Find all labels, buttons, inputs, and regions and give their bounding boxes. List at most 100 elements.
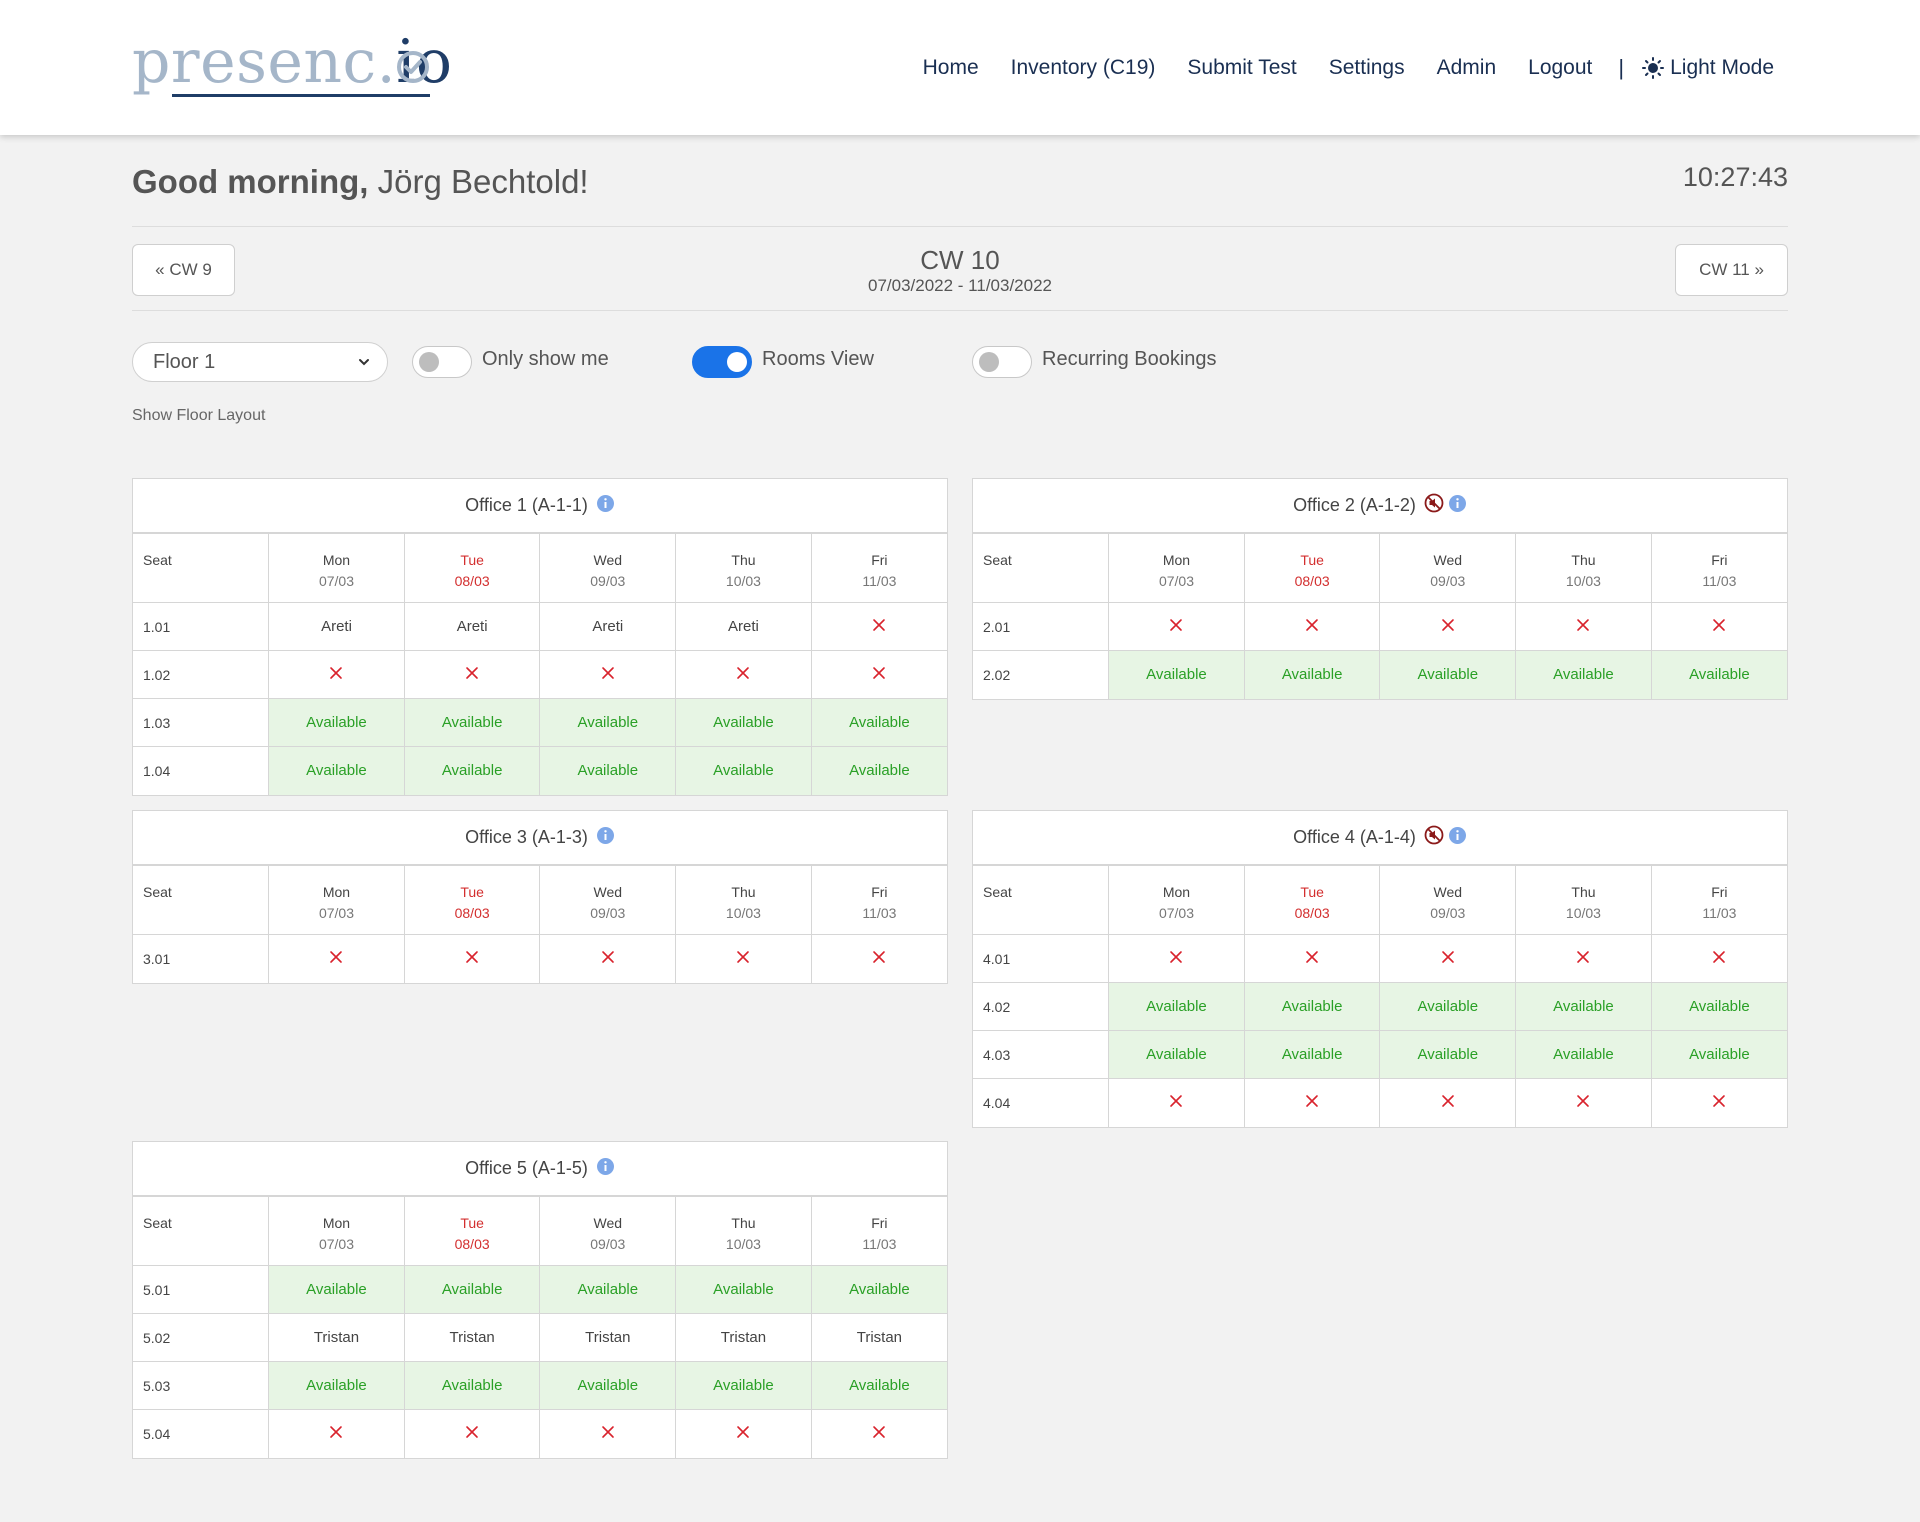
available-cell[interactable]: Available	[810, 746, 947, 795]
available-cell[interactable]: Available	[403, 1361, 541, 1410]
unavailable-cell	[539, 650, 677, 699]
office-table: Office 2 (A-1-2) Seat Mon 07/03 Tue 08/03 Wed 0…	[972, 478, 1788, 700]
available-cell[interactable]: Available	[539, 1265, 677, 1314]
rooms-view-toggle[interactable]	[692, 346, 752, 378]
info-icon[interactable]	[1444, 826, 1467, 850]
cross-icon	[601, 663, 615, 685]
day-name: Fri	[871, 552, 888, 568]
available-cell[interactable]: Available	[810, 1265, 947, 1314]
available-cell[interactable]: Available	[675, 746, 812, 795]
nav-home[interactable]: Home	[922, 55, 979, 79]
available-cell[interactable]: Available	[268, 746, 405, 795]
day-date: 10/03	[1565, 573, 1601, 589]
user-name: Jörg Bechtold!	[377, 163, 589, 200]
available-cell[interactable]: Available	[1379, 982, 1517, 1031]
day-name: Thu	[1571, 884, 1596, 900]
available-cell[interactable]: Available	[1379, 1030, 1517, 1079]
info-icon[interactable]	[592, 826, 615, 850]
available-cell[interactable]: Available	[403, 1265, 541, 1314]
day-name: Wed	[593, 1215, 623, 1231]
available-cell[interactable]: Available	[675, 1265, 812, 1314]
show-floor-layout-link[interactable]: Show Floor Layout	[132, 407, 266, 424]
nav-settings[interactable]: Settings	[1328, 55, 1405, 79]
seat-number: 2.02	[973, 650, 1110, 699]
cross-icon	[736, 947, 750, 969]
available-cell[interactable]: Available	[1515, 650, 1652, 699]
seat-header: Seat	[973, 533, 1110, 603]
booked-cell: Tristan	[675, 1313, 812, 1362]
nav-submit-test[interactable]: Submit Test	[1187, 55, 1297, 79]
header-row: Seat Mon 07/03 Tue 08/03 Wed 09/03 Thu 10/03 Fri 1…	[133, 865, 947, 935]
available-cell[interactable]: Available	[1108, 650, 1245, 699]
available-cell[interactable]: Available	[268, 1361, 405, 1410]
cross-icon	[329, 663, 343, 685]
only-show-me-toggle[interactable]	[412, 346, 472, 378]
available-cell[interactable]: Available	[403, 698, 541, 747]
day-header: Mon 07/03	[1108, 865, 1245, 935]
office-title-icons	[592, 826, 615, 850]
day-header: Wed 09/03	[1379, 533, 1517, 603]
day-name: Tue	[460, 1215, 484, 1231]
nav-logout[interactable]: Logout	[1528, 55, 1593, 79]
available-cell[interactable]: Available	[1650, 1030, 1787, 1079]
available-cell[interactable]: Available	[268, 1265, 405, 1314]
available-cell[interactable]: Available	[403, 746, 541, 795]
day-date: 08/03	[454, 573, 490, 589]
available-cell[interactable]: Available	[268, 698, 405, 747]
day-header: Tue 08/03	[403, 865, 541, 935]
table-row: 4.03 Available Available Available Available…	[973, 1030, 1787, 1079]
available-cell[interactable]: Available	[1650, 982, 1787, 1031]
available-cell[interactable]: Available	[539, 746, 677, 795]
day-name: Wed	[593, 884, 623, 900]
available-cell[interactable]: Available	[1243, 982, 1381, 1031]
cross-icon	[736, 1422, 750, 1444]
day-name: Mon	[1162, 884, 1191, 900]
light-mode-toggle[interactable]: Light Mode	[1642, 56, 1774, 80]
day-name: Thu	[731, 884, 756, 900]
prev-week-button[interactable]: « CW 9	[132, 244, 235, 296]
available-cell[interactable]: Available	[1379, 650, 1517, 699]
presencio-logo[interactable]: presenc.io	[132, 28, 452, 103]
day-date: 11/03	[1702, 905, 1737, 921]
available-cell[interactable]: Available	[1108, 1030, 1245, 1079]
nav-inventory[interactable]: Inventory (C19)	[1010, 55, 1156, 79]
available-cell[interactable]: Available	[539, 698, 677, 747]
unavailable-cell	[403, 1409, 541, 1458]
day-name: Fri	[1711, 552, 1728, 568]
greeting-prefix: Good morning,	[132, 163, 369, 200]
unavailable-cell	[1379, 1078, 1517, 1127]
info-icon[interactable]	[592, 1157, 615, 1181]
day-header: Tue 08/03	[403, 1196, 541, 1266]
available-cell[interactable]: Available	[1515, 1030, 1652, 1079]
info-icon[interactable]	[592, 494, 615, 518]
available-cell[interactable]: Available	[675, 698, 812, 747]
available-cell[interactable]: Available	[1243, 1030, 1381, 1079]
seat-header: Seat	[133, 533, 270, 603]
day-header: Wed 09/03	[539, 533, 677, 603]
rooms-view-label: Rooms View	[762, 348, 874, 370]
office-title: Office 4 (A-1-4)	[973, 811, 1787, 865]
available-cell[interactable]: Available	[1515, 982, 1652, 1031]
next-week-button[interactable]: CW 11 »	[1675, 244, 1788, 296]
recurring-bookings-toggle[interactable]	[972, 346, 1032, 378]
booking-table: Seat Mon 07/03 Tue 08/03 Wed 09/03 Thu 10/03 Fri 1…	[973, 533, 1787, 699]
available-cell[interactable]: Available	[1243, 650, 1381, 699]
day-header: Thu 10/03	[1515, 865, 1652, 935]
booking-table: Seat Mon 07/03 Tue 08/03 Wed 09/03 Thu 10/03 Fri 1…	[133, 865, 947, 983]
floor-select[interactable]: Floor 1	[132, 342, 388, 382]
available-cell[interactable]: Available	[810, 1361, 947, 1410]
day-date: 10/03	[1565, 905, 1601, 921]
available-cell[interactable]: Available	[1650, 650, 1787, 699]
available-cell[interactable]: Available	[810, 698, 947, 747]
booked-cell: Areti	[539, 602, 677, 651]
unavailable-cell	[810, 650, 947, 699]
available-cell[interactable]: Available	[675, 1361, 812, 1410]
seat-number: 4.02	[973, 982, 1110, 1031]
cross-icon	[1712, 615, 1726, 637]
info-icon[interactable]	[1444, 494, 1467, 518]
cross-icon	[1305, 1091, 1319, 1113]
available-cell[interactable]: Available	[1108, 982, 1245, 1031]
divider-week	[132, 310, 1788, 311]
nav-admin[interactable]: Admin	[1436, 55, 1497, 79]
available-cell[interactable]: Available	[539, 1361, 677, 1410]
